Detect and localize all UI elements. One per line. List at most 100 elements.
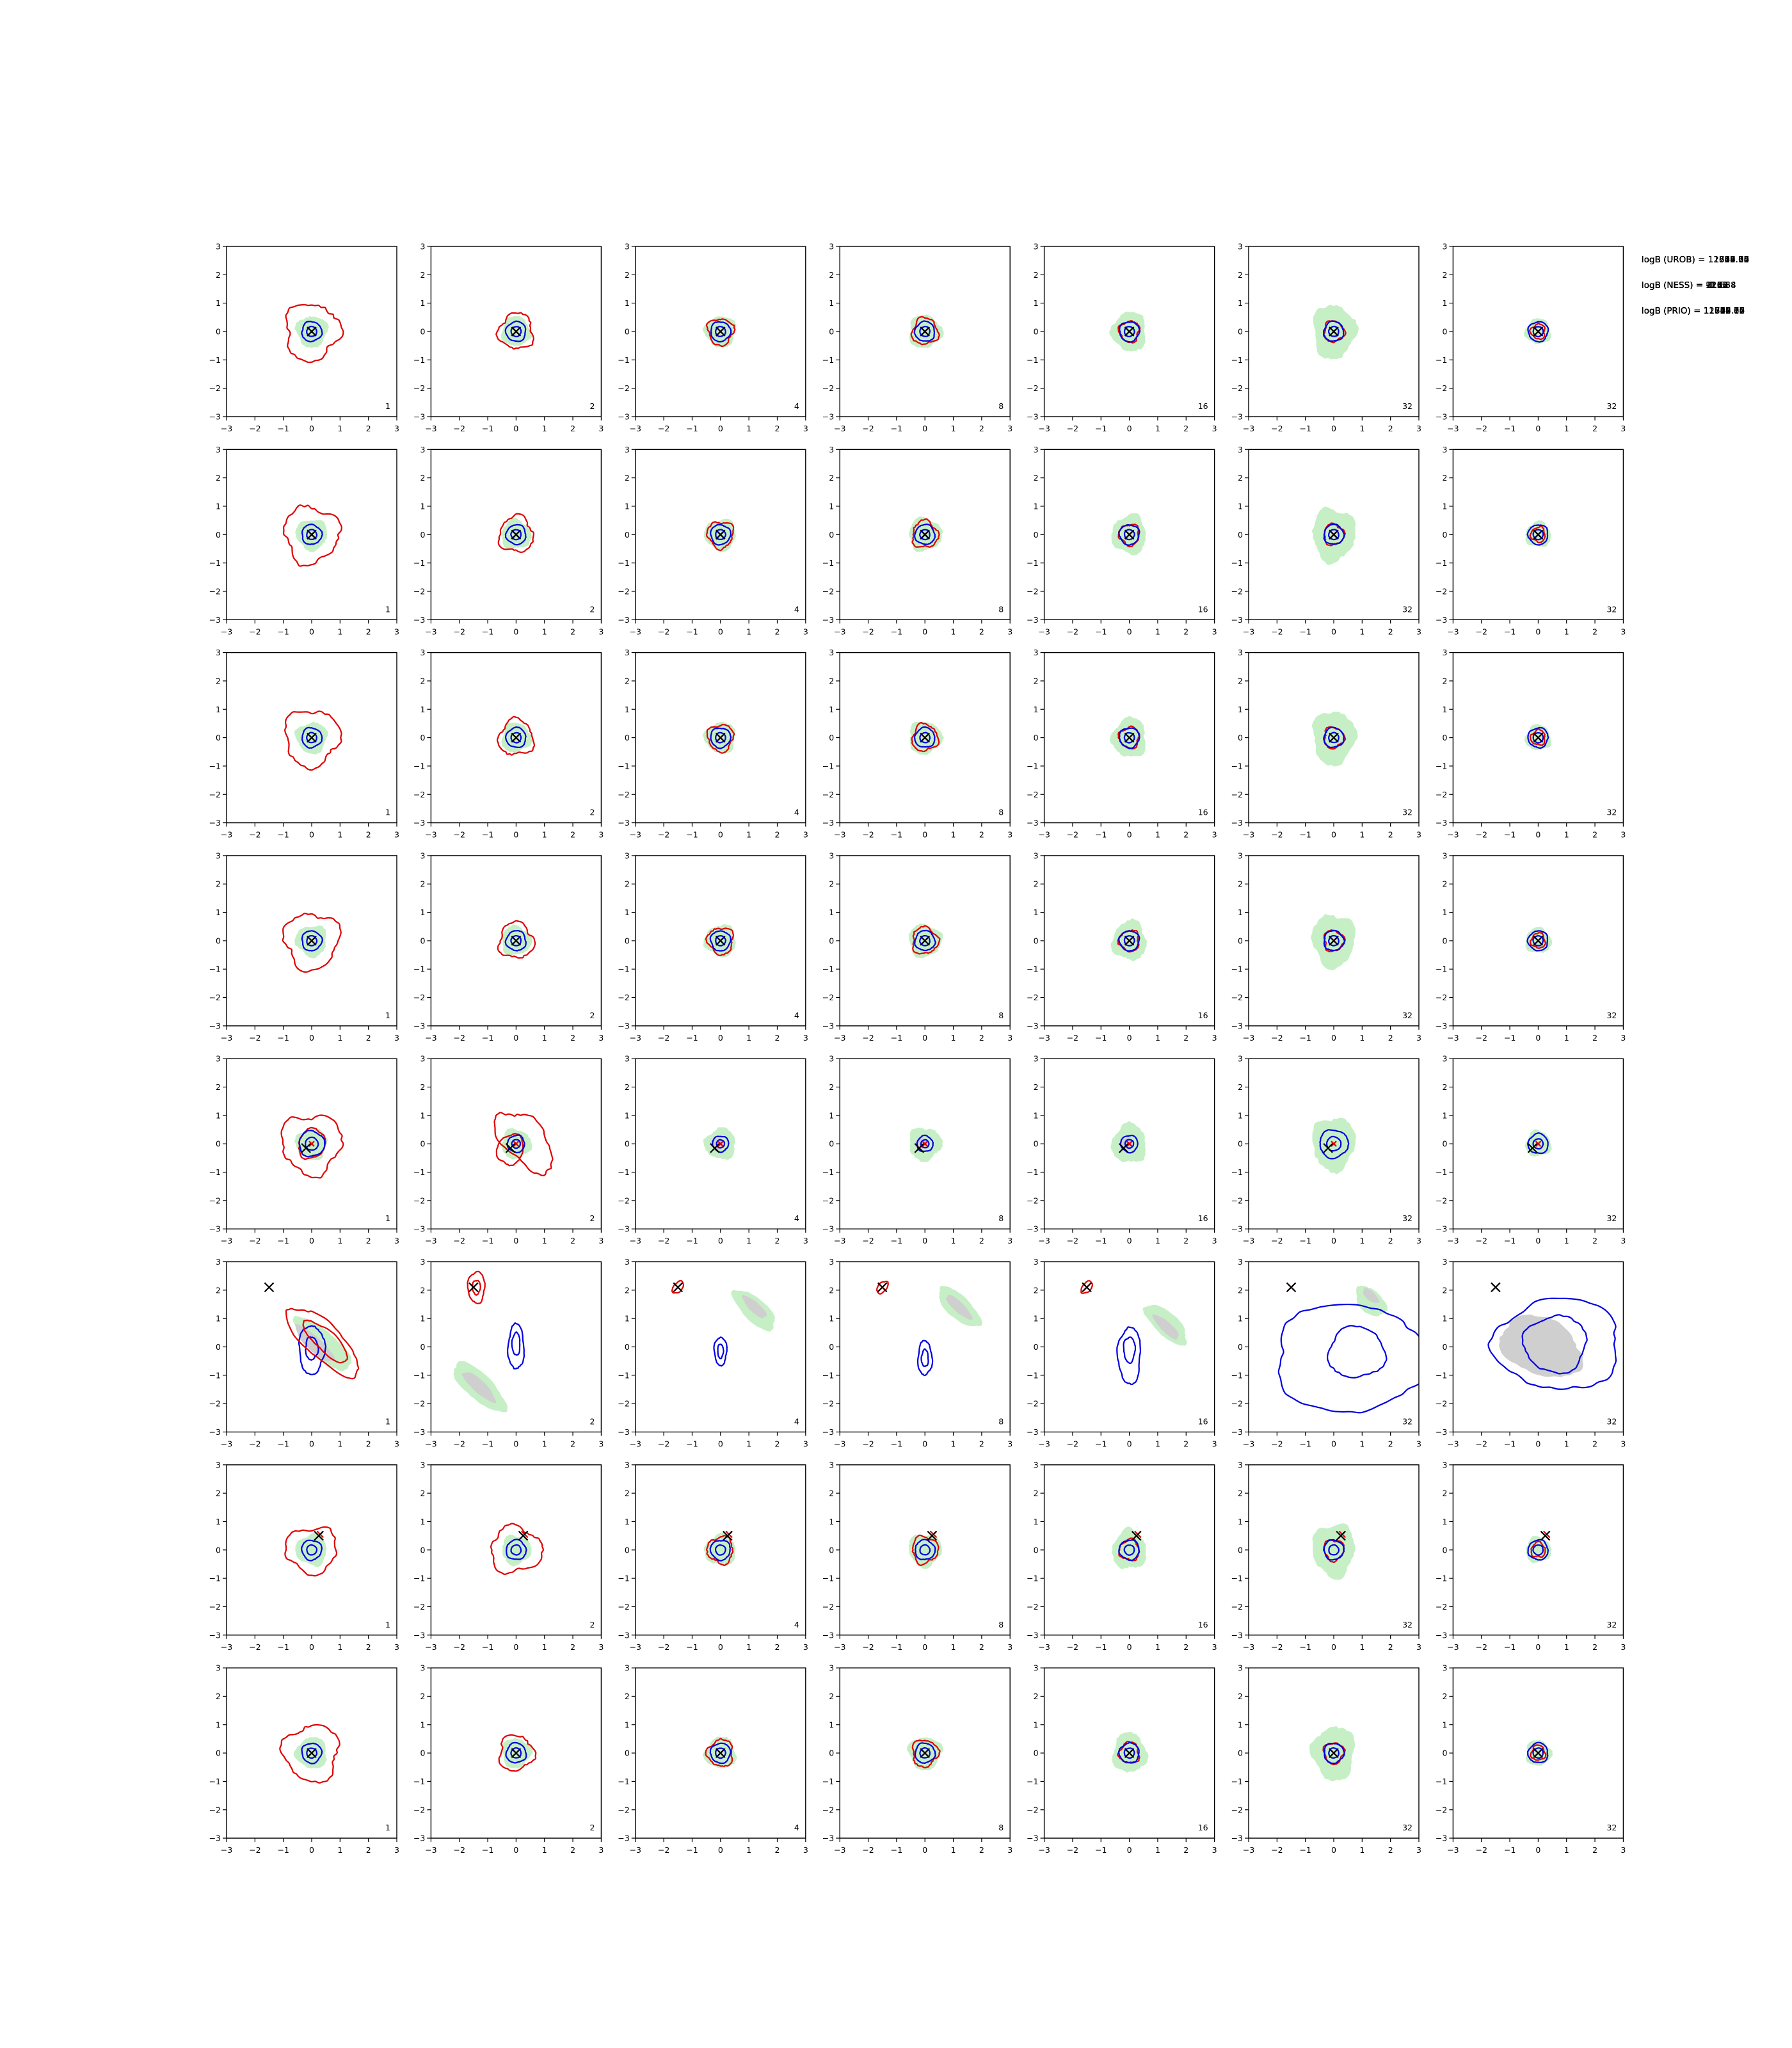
y-tick-label: −3 (1231, 1834, 1243, 1843)
truth-marker (1286, 1282, 1297, 1293)
x-tick-label: −2 (862, 1033, 874, 1043)
x-tick-label: −3 (1243, 424, 1254, 433)
x-tick-label: 3 (598, 1439, 604, 1449)
x-tick-label: 3 (394, 627, 399, 636)
x-tick-label: −1 (1504, 1642, 1516, 1652)
y-tick-label: −2 (1231, 1399, 1243, 1409)
mcmc-contour (1123, 1544, 1135, 1556)
y-tick-label: −1 (1027, 1777, 1038, 1786)
panel-plot-area (703, 1127, 735, 1160)
truth-marker (314, 1530, 324, 1541)
panel-column-label: 32 (1606, 1823, 1617, 1832)
x-tick-label: −1 (1095, 1439, 1107, 1449)
panel-r4-c2: −3−3 −2 −2 −1 −1 0 0 1 1 2 2 3 3 2 (413, 851, 604, 1043)
x-tick-label: 2 (366, 830, 371, 840)
nested-sampling-contour (490, 1523, 545, 1575)
panel-column-label: 32 (1606, 1417, 1617, 1427)
x-tick-label: 0 (1535, 1033, 1540, 1043)
y-tick-label: 0 (420, 1139, 425, 1149)
estimate-marker (1126, 1140, 1133, 1147)
x-tick-label: 2 (1592, 1236, 1597, 1245)
y-tick-label: 2 (1238, 1692, 1243, 1701)
x-tick-label: 3 (1620, 424, 1626, 433)
panel-r6-c5: −3−3 −2 −2 −1 −1 0 0 1 1 2 2 3 3 16 (1027, 1257, 1217, 1449)
y-tick-label: 0 (625, 327, 630, 337)
mcmc-contour (1532, 326, 1544, 338)
panel-plot-area (909, 721, 944, 755)
y-tick-label: −1 (618, 1574, 629, 1583)
panel-r4-c7: −3−3 −2 −2 −1 −1 0 0 1 1 2 2 3 3 32 (1436, 851, 1626, 1043)
x-tick-label: 0 (922, 830, 927, 840)
y-tick-label: 3 (1238, 648, 1243, 657)
truth-marker (1540, 1530, 1551, 1541)
x-tick-label: 3 (598, 830, 604, 840)
x-tick-label: 2 (570, 1033, 575, 1043)
y-tick-label: −2 (1231, 383, 1243, 393)
panel-r8-c1: −3−3 −2 −2 −1 −1 0 0 1 1 2 2 3 3 1 (209, 1663, 399, 1855)
y-tick-label: −1 (822, 1777, 834, 1786)
mcmc-contour (1532, 1138, 1544, 1150)
y-tick-label: −3 (1436, 1021, 1447, 1030)
x-tick-label: 3 (1416, 1033, 1421, 1043)
y-tick-label: −3 (1231, 818, 1243, 828)
x-tick-label: 1 (1359, 1236, 1364, 1245)
nested-sampling-contour (911, 518, 940, 548)
panel-plot-area (702, 721, 736, 754)
y-tick-label: 1 (216, 298, 221, 308)
x-tick-label: 2 (366, 1439, 371, 1449)
panel-plot-area (1111, 513, 1146, 556)
y-tick-label: 3 (1034, 1054, 1039, 1064)
panel-column-label: 1 (385, 808, 390, 817)
x-tick-label: −1 (1095, 424, 1107, 433)
panel-r1-c2: −3−3 −2 −2 −1 −1 0 0 1 1 2 2 3 3 2 (413, 242, 604, 434)
y-tick-label: 0 (1034, 1342, 1039, 1352)
x-tick-label: −2 (454, 627, 465, 636)
x-tick-label: −3 (630, 830, 641, 840)
y-tick-label: 2 (1034, 1692, 1039, 1701)
y-tick-label: −2 (1027, 1196, 1038, 1205)
mcmc-contour (504, 726, 527, 749)
panel-column-label: 4 (794, 1823, 799, 1832)
x-tick-label: 1 (542, 1642, 547, 1652)
y-tick-label: 1 (1034, 501, 1039, 511)
x-tick-label: 3 (1416, 627, 1421, 636)
panel-plot-area (1525, 926, 1553, 953)
y-tick-label: −1 (1027, 761, 1038, 771)
y-tick-label: 2 (625, 270, 630, 280)
y-tick-label: 2 (829, 1285, 834, 1295)
y-tick-label: −1 (1231, 355, 1243, 365)
log-bayes-annotation: logB (UROB) = 11779.76 (1642, 255, 1749, 265)
panel-column-label: 16 (1198, 1417, 1208, 1427)
panel-column-label: 2 (589, 1417, 595, 1427)
y-tick-label: −3 (1027, 1427, 1038, 1437)
x-tick-label: 3 (1212, 1033, 1217, 1043)
log-bayes-annotation: logB (PRIO) = 11644.06 (1642, 306, 1745, 316)
axes-frame (1248, 1261, 1420, 1433)
x-tick-label: −1 (1095, 627, 1107, 636)
y-tick-label: 3 (625, 851, 630, 860)
y-tick-label: 3 (829, 1054, 834, 1064)
x-tick-label: −1 (891, 1033, 902, 1043)
y-tick-label: −3 (1231, 1630, 1243, 1640)
x-tick-label: −3 (630, 627, 641, 636)
y-tick-label: −3 (1231, 615, 1243, 625)
y-tick-label: 2 (420, 879, 425, 889)
nested-sampling-contour (705, 1738, 733, 1768)
y-tick-label: −1 (1436, 558, 1447, 568)
nested-sampling-contour (497, 920, 536, 959)
y-tick-label: −3 (413, 615, 425, 625)
x-tick-label: 1 (542, 1236, 547, 1245)
x-tick-label: 2 (774, 1845, 780, 1855)
panel-plot-area (1112, 1732, 1149, 1773)
x-tick-label: −2 (454, 830, 465, 840)
x-tick-label: −1 (482, 1439, 493, 1449)
x-tick-label: 1 (1155, 830, 1160, 840)
x-tick-label: −2 (1271, 1439, 1283, 1449)
mcmc-contour (306, 325, 317, 337)
y-tick-label: 2 (1442, 1489, 1447, 1498)
y-tick-label: 1 (625, 298, 630, 308)
y-tick-label: −2 (209, 1805, 221, 1814)
y-tick-label: 1 (829, 298, 834, 308)
y-tick-label: 3 (216, 1257, 221, 1267)
y-tick-label: −1 (1027, 964, 1038, 974)
